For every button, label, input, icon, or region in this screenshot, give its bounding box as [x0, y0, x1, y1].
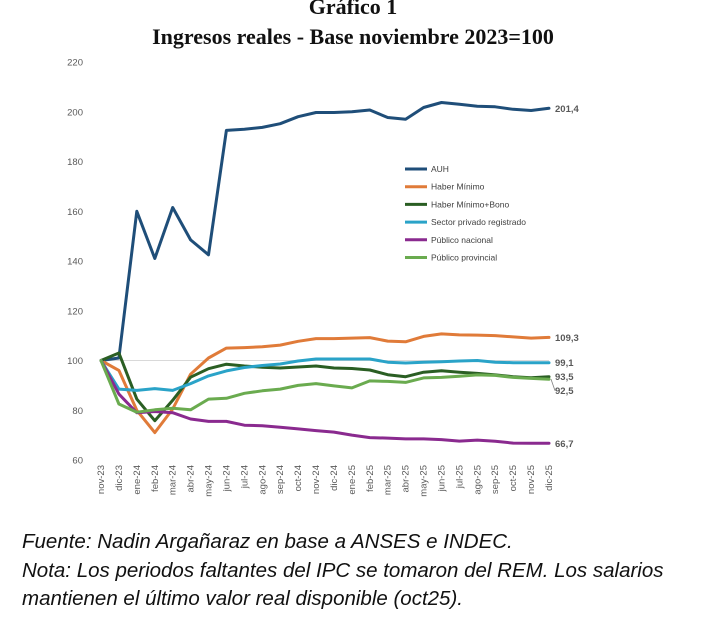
series-line: [99, 359, 551, 414]
x-tick-label: dic-24: [329, 465, 340, 491]
x-tick-label: ago-24: [257, 465, 268, 495]
y-tick-label: 120: [67, 306, 83, 317]
series-line: [99, 357, 551, 392]
series-line: [99, 332, 551, 435]
x-tick-label: nov-24: [311, 465, 322, 494]
x-tick-label: abr-24: [186, 465, 197, 492]
end-value-label: 99,1: [555, 358, 574, 369]
end-label-layer: 201,4 109,3 99,1 93,5 92,5 66,7: [550, 104, 579, 450]
x-tick-label: mar-24: [168, 465, 179, 495]
x-tick-label: jul-24: [239, 465, 250, 489]
legend-label: Haber Mínimo: [431, 182, 485, 192]
x-tick-label: ene-25: [347, 465, 358, 495]
x-tick-label: may-24: [204, 465, 215, 497]
end-value-label: 92,5: [555, 386, 574, 397]
series-layer: [99, 101, 551, 445]
source-note: Fuente: Nadin Argañaraz en base a ANSES …: [22, 530, 513, 553]
end-value-label: 93,5: [555, 372, 574, 383]
legend-label: AUH: [431, 164, 449, 174]
end-label-leader: [550, 379, 556, 391]
x-tick-label: sep-25: [490, 465, 501, 494]
series-line: [99, 359, 551, 445]
y-tick-label: 200: [67, 107, 83, 118]
x-tick-label: dic-23: [114, 465, 125, 491]
x-tick-label: abr-25: [401, 465, 412, 492]
y-tick-label: 100: [67, 356, 83, 367]
series-line: [99, 351, 551, 423]
x-tick-label: nov-23: [96, 465, 107, 494]
chart-notes: Fuente: Nadin Argañaraz en base a ANSES …: [22, 528, 702, 614]
x-tick-label: mar-25: [383, 465, 394, 495]
x-tick-label: sep-24: [275, 465, 286, 494]
x-tick-label: nov-25: [526, 465, 537, 494]
y-tick-label: 80: [72, 406, 83, 417]
x-tick-label: ago-25: [472, 465, 483, 495]
y-tick-label: 140: [67, 257, 83, 268]
x-tick-label: oct-24: [293, 465, 304, 491]
legend-label: Haber Mínimo+Bono: [431, 199, 509, 209]
method-note-line-1: Nota: Los periodos faltantes del IPC se …: [22, 558, 664, 582]
legend-label: Público nacional: [431, 235, 493, 245]
legend-label: Público provincial: [431, 253, 497, 263]
chart-subtitle: Ingresos reales - Base noviembre 2023=10…: [152, 24, 554, 49]
end-value-label: 201,4: [555, 104, 579, 115]
method-note-line-2: mantienen el último valor real disponibl…: [22, 587, 463, 610]
x-tick-label: jul-25: [454, 465, 465, 489]
end-value-label: 109,3: [555, 333, 579, 344]
x-tick-label: jun-25: [436, 465, 447, 492]
x-tick-label: dic-25: [544, 465, 555, 491]
y-tick-label: 160: [67, 207, 83, 218]
y-tick-label: 180: [67, 157, 83, 168]
legend-label: Sector privado registrado: [431, 217, 526, 227]
end-value-label: 66,7: [555, 439, 574, 450]
axis-layer: 60 80 100 120 140 160 180 200 220 nov-23 dic-23 ene…: [67, 58, 555, 497]
x-tick-label: ene-24: [132, 465, 143, 495]
x-tick-label: oct-25: [508, 465, 519, 491]
chart-title: Gráfico 1: [308, 0, 398, 19]
x-tick-label: jun-24: [221, 465, 232, 492]
y-tick-label: 220: [67, 58, 83, 69]
chart-legend: AUH Haber Mínimo Haber Mínimo+Bono Sector p…: [405, 164, 526, 263]
line-chart: 60 80 100 120 140 160 180 200 220 nov-23 dic-23 ene…: [67, 58, 579, 497]
series-line: [99, 101, 551, 362]
x-tick-label: may-25: [419, 465, 430, 497]
y-tick-label: 60: [72, 456, 83, 467]
x-tick-label: feb-25: [365, 465, 376, 492]
x-tick-label: feb-24: [150, 465, 161, 492]
